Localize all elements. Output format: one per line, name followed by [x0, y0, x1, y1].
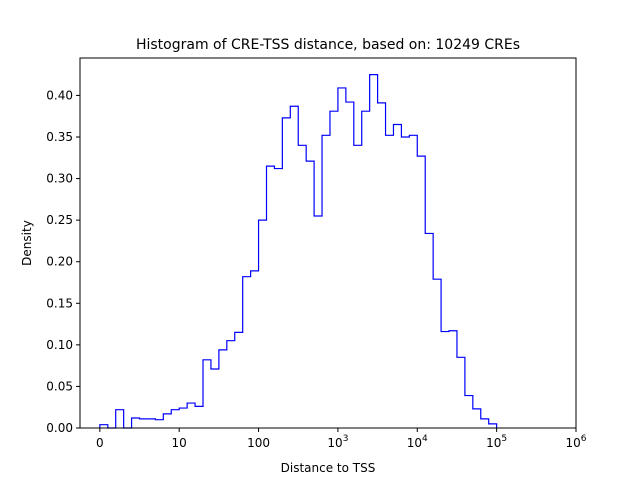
y-tick-label: 0.05: [46, 379, 73, 393]
chart-title: Histogram of CRE-TSS distance, based on:…: [136, 37, 520, 53]
x-tick-label: 106: [565, 434, 586, 450]
y-tick-label: 0.15: [46, 296, 73, 310]
y-tick-label: 0.40: [46, 88, 73, 102]
x-tick-label: 103: [327, 434, 348, 450]
x-tick-label: 10: [172, 436, 187, 450]
y-tick-label: 0.35: [46, 130, 73, 144]
plot-frame: [79, 57, 577, 429]
y-tick-label: 0.25: [46, 213, 73, 227]
y-tick-label: 0.00: [46, 421, 73, 435]
x-tick-label: 104: [407, 434, 428, 450]
y-axis-label: Density: [20, 220, 34, 266]
x-axis-label: Distance to TSS: [281, 461, 376, 475]
histogram-step-line: [99, 74, 498, 429]
y-tick-label: 0.30: [46, 172, 73, 186]
y-axis: 0.00 0.05 0.10 0.15 0.20 0.25 0.30 0.35 0.40: [46, 88, 80, 435]
x-axis: 0 10 100 103 104 105 106: [96, 428, 587, 450]
y-tick-label: 0.10: [46, 338, 73, 352]
x-tick-label: 105: [486, 434, 507, 450]
x-tick-label: 100: [247, 436, 270, 450]
x-tick-label: 0: [96, 436, 104, 450]
y-tick-label: 0.20: [46, 255, 73, 269]
